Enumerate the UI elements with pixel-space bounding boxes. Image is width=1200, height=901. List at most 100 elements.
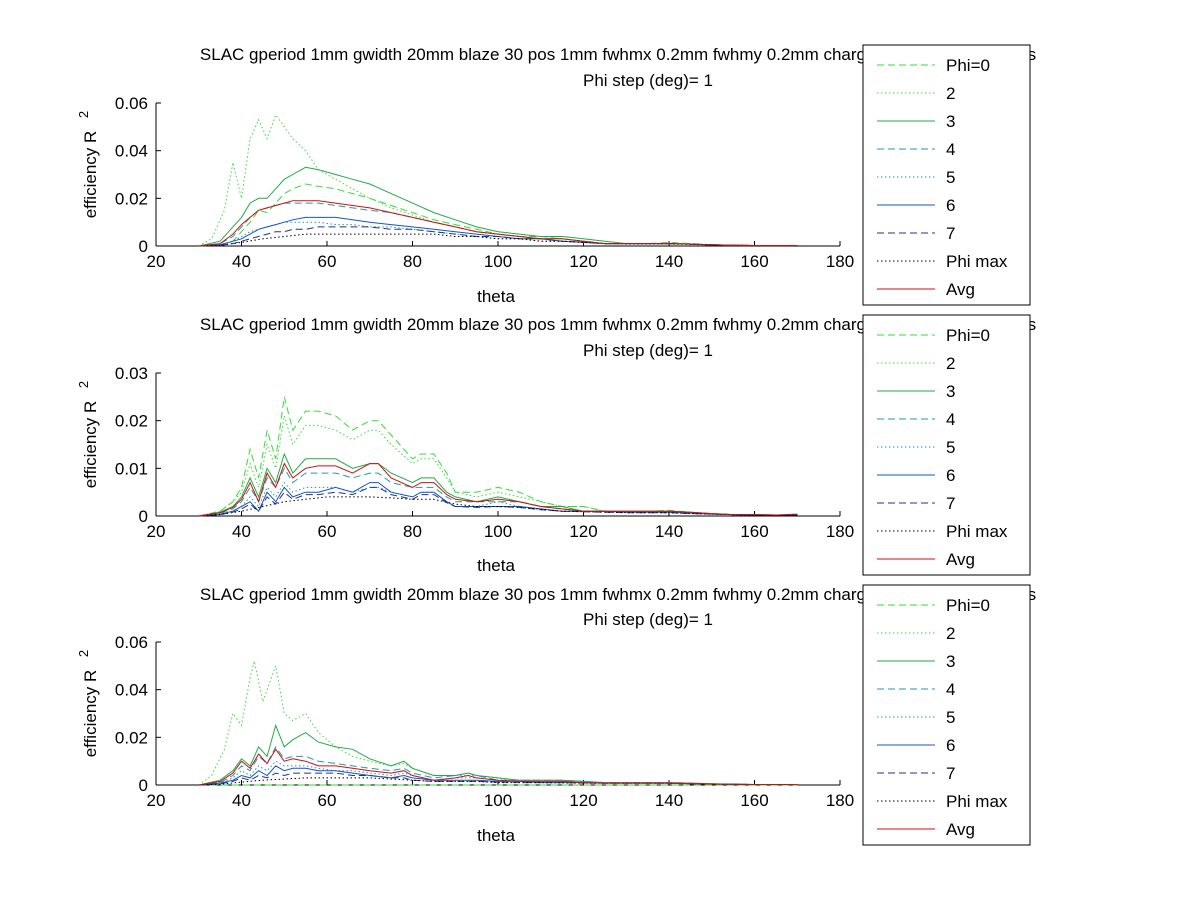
x-tick-label: 160 <box>740 791 768 810</box>
legend-entry: 3 <box>946 112 955 131</box>
subplot-1: SLAC gperiod 1mm gwidth 20mm blaze 30 po… <box>76 44 1036 306</box>
legend-entry: Phi=0 <box>946 56 990 75</box>
y-tick-label: 0.06 <box>115 633 148 652</box>
legend-entry: 5 <box>946 708 955 727</box>
x-tick-label: 120 <box>569 791 597 810</box>
legend-entry: 2 <box>946 84 955 103</box>
y-tick-label: 0 <box>139 237 148 256</box>
x-tick-label: 80 <box>403 522 422 541</box>
x-tick-label: 80 <box>403 791 422 810</box>
legend-entry: Avg <box>946 280 975 299</box>
legend-entry: 6 <box>946 466 955 485</box>
y-tick-label: 0.06 <box>115 94 148 113</box>
series-line-2 <box>198 660 798 786</box>
chart-title: SLAC gperiod 1mm gwidth 20mm blaze 30 po… <box>200 315 1036 334</box>
x-tick-label: 100 <box>484 252 512 271</box>
y-axis-label-group: efficiency R 2 <box>76 381 100 488</box>
legend-box <box>862 584 1031 846</box>
legend-entry: Phi max <box>946 252 1008 271</box>
y-tick-label: 0 <box>139 507 148 526</box>
x-tick-label: 60 <box>318 522 337 541</box>
x-tick-label: 60 <box>318 791 337 810</box>
legend-entry: 3 <box>946 652 955 671</box>
y-axis-label: efficiency R <box>81 670 100 758</box>
legend-entry: 7 <box>946 764 955 783</box>
series-line-2 <box>198 113 798 247</box>
series-line-1 <box>198 183 798 247</box>
y-tick-label: 0.04 <box>115 681 148 700</box>
x-tick-label: 40 <box>232 252 251 271</box>
x-tick-label: 20 <box>147 252 166 271</box>
series-line-4 <box>198 745 798 786</box>
x-tick-label: 20 <box>147 791 166 810</box>
x-tick-label: 180 <box>826 791 854 810</box>
legend: Phi=0 2 3 4 5 6 7 Phi max Avg <box>862 44 1031 306</box>
chart-title: SLAC gperiod 1mm gwidth 20mm blaze 30 po… <box>200 45 1036 64</box>
legend-box <box>862 314 1031 576</box>
x-tick-label: 140 <box>655 791 683 810</box>
legend-box <box>862 44 1031 306</box>
x-tick-label: 100 <box>484 522 512 541</box>
x-tick-label: 60 <box>318 252 337 271</box>
y-tick-label: 0.03 <box>115 364 148 383</box>
y-tick-label: 0.02 <box>115 412 148 431</box>
x-tick-label: 120 <box>569 522 597 541</box>
legend-entry: 7 <box>946 224 955 243</box>
x-tick-label: 120 <box>569 252 597 271</box>
subplot-2: SLAC gperiod 1mm gwidth 20mm blaze 30 po… <box>76 314 1036 576</box>
y-axis-label-group: efficiency R 2 <box>76 650 100 757</box>
chart-subtitle: Phi step (deg)= 1 <box>583 71 713 90</box>
x-tick-label: 100 <box>484 791 512 810</box>
series-line-9 <box>198 462 798 517</box>
x-axis-label: theta <box>477 556 515 575</box>
series-line-8 <box>198 233 798 247</box>
x-tick-label: 160 <box>740 522 768 541</box>
legend-entry: 4 <box>946 140 955 159</box>
y-tick-label: 0.02 <box>115 728 148 747</box>
series-line-5 <box>198 760 798 786</box>
series-line-4 <box>198 202 798 247</box>
series-line-8 <box>198 496 798 517</box>
legend-entry: Avg <box>946 550 975 569</box>
y-tick-label: 0.04 <box>115 142 148 161</box>
series-line-9 <box>198 200 798 247</box>
y-axis-label-superscript: 2 <box>76 381 91 388</box>
y-axis-label: efficiency R <box>81 401 100 489</box>
chart-subtitle: Phi step (deg)= 1 <box>583 341 713 360</box>
series-line-7 <box>198 226 798 247</box>
x-axis-label: theta <box>477 826 515 845</box>
x-tick-label: 180 <box>826 522 854 541</box>
y-axis-label-superscript: 2 <box>76 111 91 118</box>
legend-entry: Phi max <box>946 522 1008 541</box>
x-tick-label: 40 <box>232 791 251 810</box>
series-line-1 <box>198 396 798 517</box>
y-axis-label-superscript: 2 <box>76 650 91 657</box>
legend: Phi=0 2 3 4 5 6 7 Phi max Avg <box>862 314 1031 576</box>
legend-entry: 3 <box>946 382 955 401</box>
chart-title: SLAC gperiod 1mm gwidth 20mm blaze 30 po… <box>200 585 1036 604</box>
x-tick-label: 140 <box>655 522 683 541</box>
y-tick-label: 0.02 <box>115 189 148 208</box>
y-axis-label-group: efficiency R 2 <box>76 111 100 218</box>
y-tick-label: 0.01 <box>115 459 148 478</box>
legend-entry: 5 <box>946 438 955 457</box>
legend-entry: 6 <box>946 736 955 755</box>
x-tick-label: 140 <box>655 252 683 271</box>
x-tick-label: 80 <box>403 252 422 271</box>
legend-entry: Phi max <box>946 792 1008 811</box>
x-axis-label: theta <box>477 287 515 306</box>
legend-entry: 4 <box>946 680 955 699</box>
series-line-3 <box>198 723 798 786</box>
series-line-9 <box>198 748 798 786</box>
x-tick-label: 180 <box>826 252 854 271</box>
x-tick-label: 160 <box>740 252 768 271</box>
y-axis-label: efficiency R <box>81 131 100 219</box>
legend-entry: 2 <box>946 354 955 373</box>
legend-entry: Phi=0 <box>946 326 990 345</box>
legend: Phi=0 2 3 4 5 6 7 Phi max Avg <box>862 584 1031 846</box>
legend-entry: 4 <box>946 410 955 429</box>
x-tick-label: 40 <box>232 522 251 541</box>
subplot-3: SLAC gperiod 1mm gwidth 20mm blaze 30 po… <box>76 584 1036 846</box>
legend-entry: 7 <box>946 494 955 513</box>
